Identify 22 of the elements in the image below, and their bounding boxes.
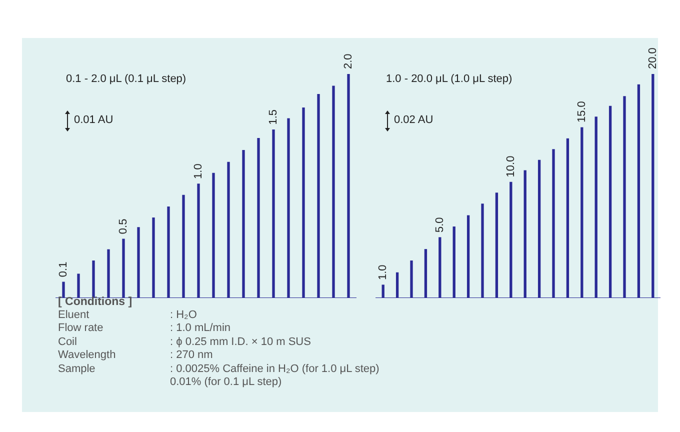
text: Wavelength : 270 nm [58, 349, 213, 362]
x-tick-label: 1.0 [377, 264, 390, 280]
x-tick-label: 0.1 [58, 262, 70, 278]
x-tick-label: 20.0 [646, 48, 659, 69]
text: [ Conditions ] [58, 296, 134, 308]
x-tick-label: 10.0 [504, 156, 517, 178]
text: Sample : 0.0025% Caffeine in H₂O (for 1.0 μL step) [58, 362, 380, 375]
chart-title: 0.1 - 2.0 μL (0.1 μL step) [66, 73, 186, 85]
text: Eluent : H₂O [58, 309, 197, 321]
text: Flow rate : 1.0 mL/min [58, 322, 231, 334]
bar [92, 260, 95, 298]
text: Coil : ϕ 0.25 mm I.D. × 10 m SUS [58, 336, 311, 348]
x-tick-label: 1.0 [192, 164, 205, 179]
x-tick-label: 5.0 [434, 217, 446, 233]
x-tick-label: 1.5 [268, 109, 280, 125]
annotation: 0.01 AU [74, 114, 114, 126]
chart-title: 1.0 - 20.0 μL (1.0 μL step) [386, 73, 512, 85]
text: 0.01% (for 0.1 μL step) [170, 376, 283, 390]
annotation: 0.02 AU [394, 114, 434, 126]
x-tick-label: 2.0 [342, 54, 355, 69]
x-tick-label: 15.0 [576, 101, 588, 123]
x-tick-label: 0.5 [118, 218, 130, 234]
